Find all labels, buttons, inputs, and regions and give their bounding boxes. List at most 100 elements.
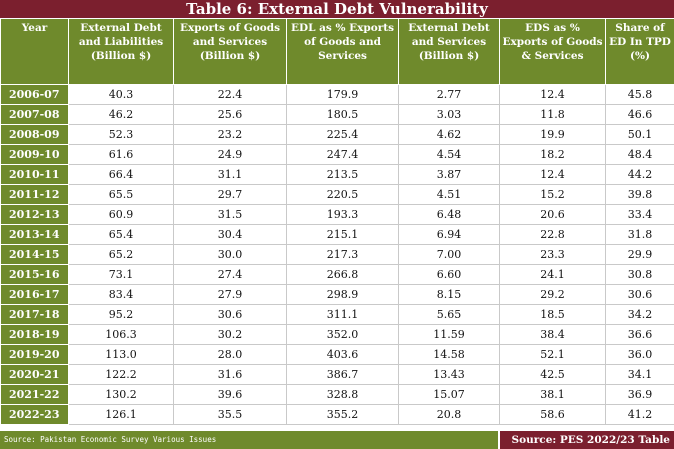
table-title: Table 6: External Debt Vulnerability (0, 0, 674, 18)
table-cell: 14.58 (398, 344, 500, 365)
table-row: 2012-13 60.9 31.5 193.3 6.48 20.6 33.4 (0, 204, 674, 225)
row-year-cell: 2007-08 (0, 104, 69, 125)
table-cell: 193.3 (286, 204, 399, 225)
table-cell: 3.03 (398, 104, 500, 125)
table-cell: 6.60 (398, 264, 500, 285)
table-cell: 6.48 (398, 204, 500, 225)
table-row: 2007-08 46.2 25.6 180.5 3.03 11.8 46.6 (0, 104, 674, 125)
table-cell: 2.77 (398, 84, 500, 105)
table-cell: 122.2 (68, 364, 174, 385)
table-cell: 225.4 (286, 124, 399, 145)
table-cell: 23.3 (499, 244, 606, 265)
table-cell: 66.4 (68, 164, 174, 185)
table-cell: 6.94 (398, 224, 500, 245)
table-cell: 20.6 (499, 204, 606, 225)
table-row: 2008-09 52.3 23.2 225.4 4.62 19.9 50.1 (0, 124, 674, 145)
table-cell: 266.8 (286, 264, 399, 285)
row-year-cell: 2008-09 (0, 124, 69, 145)
table-cell: 39.6 (173, 384, 287, 405)
table-cell: 34.2 (605, 304, 674, 325)
table-cell: 179.9 (286, 84, 399, 105)
table-cell: 50.1 (605, 124, 674, 145)
table-cell: 29.7 (173, 184, 287, 205)
table-cell: 48.4 (605, 144, 674, 165)
table-cell: 73.1 (68, 264, 174, 285)
table-cell: 19.9 (499, 124, 606, 145)
table-cell: 20.8 (398, 404, 500, 425)
table-cell: 403.6 (286, 344, 399, 365)
table-cell: 386.7 (286, 364, 399, 385)
row-year-cell: 2020-21 (0, 364, 69, 385)
table-cell: 298.9 (286, 284, 399, 305)
table-cell: 33.4 (605, 204, 674, 225)
table-cell: 28.0 (173, 344, 287, 365)
table-cell: 4.54 (398, 144, 500, 165)
table-cell: 30.4 (173, 224, 287, 245)
table-cell: 30.0 (173, 244, 287, 265)
table-cell: 36.9 (605, 384, 674, 405)
row-year-cell: 2017-18 (0, 304, 69, 325)
table-cell: 27.4 (173, 264, 287, 285)
table-cell: 25.6 (173, 104, 287, 125)
table-cell: 11.8 (499, 104, 606, 125)
table-cell: 65.5 (68, 184, 174, 205)
header-row: Year External Debt and Liabilities (Bill… (0, 18, 674, 85)
table-cell: 52.3 (68, 124, 174, 145)
table-cell: 24.1 (499, 264, 606, 285)
table-cell: 30.2 (173, 324, 287, 345)
table-cell: 213.5 (286, 164, 399, 185)
table-cell: 36.6 (605, 324, 674, 345)
table-cell: 65.2 (68, 244, 174, 265)
row-year-cell: 2019-20 (0, 344, 69, 365)
table-row: 2011-12 65.5 29.7 220.5 4.51 15.2 39.8 (0, 184, 674, 205)
table-row: 2010-11 66.4 31.1 213.5 3.87 12.4 44.2 (0, 164, 674, 185)
table-cell: 30.8 (605, 264, 674, 285)
table-cell: 34.1 (605, 364, 674, 385)
table-cell: 29.2 (499, 284, 606, 305)
table-cell: 42.5 (499, 364, 606, 385)
table-cell: 5.65 (398, 304, 500, 325)
table-cell: 61.6 (68, 144, 174, 165)
table-row: 2015-16 73.1 27.4 266.8 6.60 24.1 30.8 (0, 264, 674, 285)
col-header-eds-pct: EDS as % Exports of Goods & Services (499, 18, 606, 85)
table-cell: 126.1 (68, 404, 174, 425)
table-cell: 31.5 (173, 204, 287, 225)
row-year-cell: 2010-11 (0, 164, 69, 185)
col-header-exports: Exports of Goods and Services (Billion $… (173, 18, 287, 85)
table-row: 2009-10 61.6 24.9 247.4 4.54 18.2 48.4 (0, 144, 674, 165)
table-cell: 22.4 (173, 84, 287, 105)
table-cell: 40.3 (68, 84, 174, 105)
table-cell: 113.0 (68, 344, 174, 365)
table-cell: 11.59 (398, 324, 500, 345)
table-cell: 24.9 (173, 144, 287, 165)
table-cell: 217.3 (286, 244, 399, 265)
table-cell: 30.6 (173, 304, 287, 325)
table-row: 2014-15 65.2 30.0 217.3 7.00 23.3 29.9 (0, 244, 674, 265)
table-cell: 30.6 (605, 284, 674, 305)
table-cell: 38.4 (499, 324, 606, 345)
footer: Source: Pakistan Economic Survey Various… (0, 431, 674, 449)
row-year-cell: 2009-10 (0, 144, 69, 165)
table-cell: 12.4 (499, 164, 606, 185)
table-cell: 95.2 (68, 304, 174, 325)
row-year-cell: 2014-15 (0, 244, 69, 265)
table-cell: 12.4 (499, 84, 606, 105)
table-cell: 106.3 (68, 324, 174, 345)
row-year-cell: 2006-07 (0, 84, 69, 105)
table-row: 2017-18 95.2 30.6 311.1 5.65 18.5 34.2 (0, 304, 674, 325)
row-year-cell: 2013-14 (0, 224, 69, 245)
table-cell: 45.8 (605, 84, 674, 105)
table-cell: 311.1 (286, 304, 399, 325)
table-cell: 18.2 (499, 144, 606, 165)
row-year-cell: 2021-22 (0, 384, 69, 405)
table-cell: 35.5 (173, 404, 287, 425)
table-cell: 83.4 (68, 284, 174, 305)
table-cell: 46.6 (605, 104, 674, 125)
col-header-external-debt: External Debt and Liabilities (Billion $… (68, 18, 174, 85)
table-row: 2022-23 126.1 35.5 355.2 20.8 58.6 41.2 (0, 404, 674, 425)
col-header-edl-pct: EDL as % Exports of Goods and Services (286, 18, 399, 85)
table-cell: 180.5 (286, 104, 399, 125)
table-cell: 27.9 (173, 284, 287, 305)
col-header-share-tpd: Share of ED In TPD (%) (605, 18, 674, 85)
